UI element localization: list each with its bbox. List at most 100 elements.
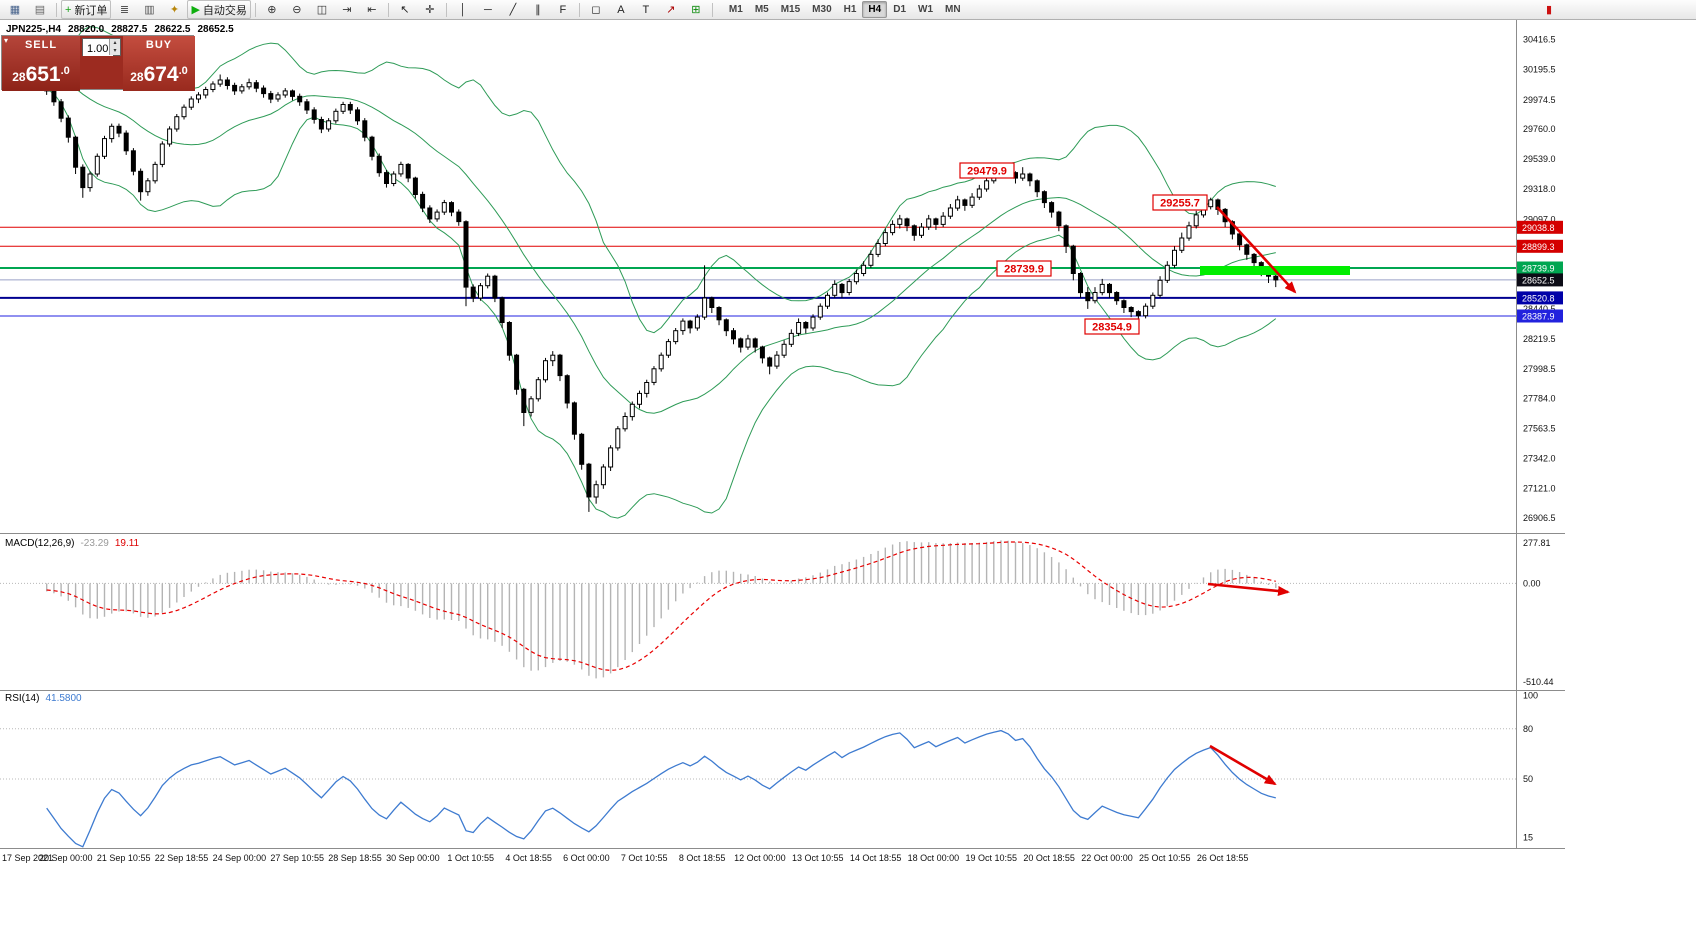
timeframe-m15[interactable]: M15 <box>780 4 801 15</box>
svg-text:28520.8: 28520.8 <box>1522 293 1555 303</box>
svg-text:27563.5: 27563.5 <box>1523 423 1556 433</box>
svg-text:29974.5: 29974.5 <box>1523 95 1556 105</box>
fibonacci-icon: F <box>559 3 567 16</box>
svg-text:19 Oct 10:55: 19 Oct 10:55 <box>966 853 1018 863</box>
timeframe-mn[interactable]: MN <box>945 4 961 15</box>
tile-windows-icon[interactable]: ◫ <box>310 1 334 18</box>
svg-text:28 Sep 18:55: 28 Sep 18:55 <box>328 853 382 863</box>
svg-text:28354.9: 28354.9 <box>1092 322 1132 334</box>
svg-text:28219.5: 28219.5 <box>1523 334 1556 344</box>
volume-decrease-button[interactable]: ▾ <box>109 47 120 55</box>
toolbar-separator <box>56 2 57 17</box>
svg-text:8 Oct 18:55: 8 Oct 18:55 <box>679 853 726 863</box>
autotrading-button-label: 自动交易 <box>202 4 247 17</box>
cursor-icon[interactable]: ↖ <box>393 1 417 18</box>
buy-price: 28674.0 <box>123 63 195 87</box>
zoom-in-icon[interactable]: ⊕ <box>260 1 284 18</box>
new-chart-icon[interactable]: ▦ <box>3 1 27 18</box>
crosshair-icon[interactable]: ✛ <box>418 1 442 18</box>
rsi-indicator-label: RSI(14) 41.5800 <box>5 693 82 704</box>
timeframe-m5[interactable]: M5 <box>754 4 769 15</box>
indicators-icon: ⊞ <box>691 3 701 16</box>
buy-price-prefix: 28 <box>130 70 144 84</box>
svg-text:27 Sep 10:55: 27 Sep 10:55 <box>270 853 324 863</box>
cursor-icon: ↖ <box>400 3 410 16</box>
svg-text:0.00: 0.00 <box>1523 578 1541 588</box>
svg-text:29097.0: 29097.0 <box>1523 214 1556 224</box>
volume-section: ▴ ▾ <box>80 36 123 56</box>
shapes-icon[interactable]: ◻ <box>584 1 608 18</box>
channel-icon: ∥ <box>535 3 541 16</box>
trendline-icon: ╱ <box>509 3 517 16</box>
toolbar-separator <box>578 2 580 17</box>
navigator-icon[interactable]: ✦ <box>162 1 186 18</box>
volume-increase-button[interactable]: ▴ <box>109 39 120 47</box>
one-click-trading-panel: ▾ SELL 28651.0 ▴ ▾ BUY 28674.0 <box>1 35 195 91</box>
buy-button[interactable]: BUY 28674.0 <box>123 36 195 91</box>
alerts-icon[interactable]: ▮ <box>1537 1 1561 18</box>
data-window-icon[interactable]: ▥ <box>137 1 161 18</box>
new-order-button[interactable]: + 新订单 <box>61 0 112 19</box>
auto-scroll-icon: ⇥ <box>342 3 352 16</box>
autotrading-button[interactable]: ▶ 自动交易 <box>187 0 251 19</box>
svg-text:-510.44: -510.44 <box>1523 677 1554 687</box>
svg-text:50: 50 <box>1523 774 1533 784</box>
auto-scroll-icon[interactable]: ⇥ <box>335 1 359 18</box>
profiles-icon: ▤ <box>34 3 46 16</box>
sell-button[interactable]: SELL 28651.0 <box>2 36 80 91</box>
svg-text:7 Oct 10:55: 7 Oct 10:55 <box>621 853 668 863</box>
buy-label: BUY <box>145 39 173 51</box>
volume-input-wrap: ▴ ▾ <box>82 38 121 56</box>
new-order-button-label: 新订单 <box>74 4 108 17</box>
profiles-icon[interactable]: ▤ <box>28 1 52 18</box>
arrow-object-icon[interactable]: ↗ <box>659 1 683 18</box>
timeframe-w1[interactable]: W1 <box>918 4 934 15</box>
svg-text:28739.9: 28739.9 <box>1522 264 1555 274</box>
sell-label: SELL <box>24 39 58 51</box>
trade-panel-collapse-icon[interactable]: ▾ <box>4 36 9 45</box>
symbol-title: JPN225-,H4 <box>6 24 62 35</box>
vertical-line-icon[interactable]: │ <box>451 1 475 18</box>
svg-text:28739.9: 28739.9 <box>1004 264 1044 276</box>
svg-text:4 Oct 18:55: 4 Oct 18:55 <box>505 853 552 863</box>
svg-text:277.81: 277.81 <box>1523 538 1551 548</box>
timeframe-m30[interactable]: M30 <box>812 4 832 15</box>
svg-text:29318.0: 29318.0 <box>1523 184 1556 194</box>
svg-text:100: 100 <box>1523 690 1538 700</box>
svg-text:28440.5: 28440.5 <box>1523 304 1556 314</box>
svg-text:22 Oct 00:00: 22 Oct 00:00 <box>1081 853 1133 863</box>
crosshair-icon: ✛ <box>425 3 435 16</box>
svg-text:29479.9: 29479.9 <box>967 166 1007 178</box>
horizontal-line-icon[interactable]: ─ <box>476 1 500 18</box>
market-watch-icon[interactable]: ≣ <box>112 1 136 18</box>
volume-input[interactable] <box>83 42 113 56</box>
text-icon[interactable]: A <box>609 1 633 18</box>
zoom-in-icon: ⊕ <box>267 3 277 16</box>
timeframe-d1[interactable]: D1 <box>893 4 907 15</box>
svg-text:27342.0: 27342.0 <box>1523 454 1556 464</box>
svg-text:28652.5: 28652.5 <box>1522 275 1555 285</box>
svg-text:17 Sep 2021: 17 Sep 2021 <box>2 853 53 863</box>
volume-spinner: ▴ ▾ <box>109 39 120 55</box>
svg-text:24 Sep 00:00: 24 Sep 00:00 <box>213 853 267 863</box>
sell-price-frac: .0 <box>60 65 70 77</box>
label-icon[interactable]: T <box>634 1 658 18</box>
timeframe-h4[interactable]: H4 <box>862 1 888 18</box>
svg-text:29539.0: 29539.0 <box>1523 154 1556 164</box>
svg-text:28387.9: 28387.9 <box>1522 312 1555 322</box>
trendline-icon[interactable]: ╱ <box>501 1 525 18</box>
svg-text:6 Oct 00:00: 6 Oct 00:00 <box>563 853 610 863</box>
svg-text:80: 80 <box>1523 724 1533 734</box>
indicators-icon[interactable]: ⊞ <box>684 1 708 18</box>
timeframe-m1[interactable]: M1 <box>728 4 743 15</box>
timeframe-h1[interactable]: H1 <box>843 4 857 15</box>
alerts-icon: ▮ <box>1545 3 1553 16</box>
fibonacci-icon[interactable]: F <box>551 1 575 18</box>
svg-text:26906.5: 26906.5 <box>1523 513 1556 523</box>
channel-icon[interactable]: ∥ <box>526 1 550 18</box>
zoom-out-icon[interactable]: ⊖ <box>285 1 309 18</box>
market-watch-icon: ≣ <box>119 3 130 16</box>
chart-shift-icon[interactable]: ⇤ <box>360 1 384 18</box>
macd-name: MACD(12,26,9) <box>5 538 75 549</box>
